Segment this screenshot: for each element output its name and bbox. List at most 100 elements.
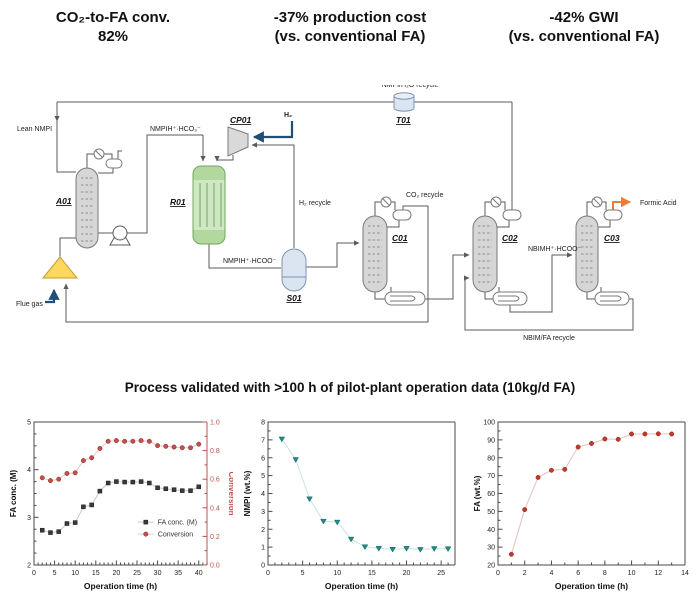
unit-cp01-compressor: [227, 126, 249, 157]
svg-text:10: 10: [333, 570, 341, 577]
svg-text:50: 50: [487, 509, 495, 516]
a01-reflux-drum: [105, 158, 123, 169]
svg-text:20: 20: [487, 563, 495, 570]
a01-trays: [81, 177, 93, 242]
svg-text:2: 2: [261, 527, 265, 534]
svg-text:6: 6: [261, 455, 265, 462]
svg-text:1.0: 1.0: [210, 420, 220, 427]
svg-text:20: 20: [403, 570, 411, 577]
series-FA conc. (M): [39, 479, 202, 535]
svg-text:Operation time (h): Operation time (h): [84, 581, 157, 591]
svg-text:14: 14: [681, 570, 689, 577]
metric-production-cost: -37% production cost (vs. conventional F…: [230, 8, 470, 46]
pipe-c03-reboiler: [586, 287, 602, 300]
flue-gas-blower-icon: [41, 256, 79, 279]
svg-text:35: 35: [174, 570, 182, 577]
svg-text:10: 10: [628, 570, 636, 577]
label-c03: C03: [604, 233, 620, 243]
c03-trays: [581, 225, 593, 283]
svg-text:30: 30: [154, 570, 162, 577]
svg-text:FA conc. (M): FA conc. (M): [158, 520, 197, 527]
svg-text:3: 3: [27, 515, 31, 522]
label-r01: R01: [170, 197, 186, 207]
pipe-c01-overhead: [374, 201, 400, 228]
c01-reflux-drum: [392, 209, 412, 221]
label-cp01: CP01: [230, 115, 252, 125]
unit-c02-column: [472, 196, 528, 306]
label-co2-recycle: CO₂ recycle: [406, 192, 443, 199]
c03-reflux-drum: [603, 209, 623, 221]
pump-icon: [109, 225, 131, 246]
c02-reboiler-icon: [492, 291, 528, 306]
svg-text:0.2: 0.2: [210, 534, 220, 541]
svg-text:70: 70: [487, 473, 495, 480]
svg-text:40: 40: [195, 570, 203, 577]
chart-nmpi-wt: 0 5 10 15 20 25 0 1 2 3 4 5 6 7 8 NMPI (wt.%) Operation …: [243, 420, 456, 591]
svg-text:12: 12: [654, 570, 662, 577]
svg-text:4: 4: [27, 467, 31, 474]
svg-text:3: 3: [261, 509, 265, 516]
svg-text:60: 60: [487, 491, 495, 498]
unit-t01-tank: [393, 92, 415, 112]
r01-tubes: [199, 183, 222, 227]
c02-reflux-drum: [502, 209, 522, 221]
svg-text:Conversion: Conversion: [158, 532, 194, 539]
validation-title: Process validated with >100 h of pilot-p…: [124, 380, 576, 395]
unit-s01-separator: [281, 248, 307, 292]
pipe-flue-gas: [45, 288, 60, 304]
svg-text:0: 0: [32, 570, 36, 577]
label-c01: C01: [392, 233, 408, 243]
c03-reboiler-icon: [594, 291, 630, 306]
chart-fa-conc-conversion: 0 5 10 15 20 25 30 35 40 2 3 4 5 FA conc. (M) 0.0 0.2 0.…: [9, 420, 233, 592]
metric-gwi: -42% GWI (vs. conventional FA): [464, 8, 700, 46]
svg-text:7: 7: [261, 437, 265, 444]
pipe-c02-bottoms: [484, 255, 572, 313]
metric-gwi-value: -42% GWI: [549, 9, 619, 26]
label-formic-acid: Formic Acid: [640, 200, 677, 207]
svg-text:15: 15: [92, 570, 100, 577]
metric-conversion: CO₂-to-FA conv. 82%: [13, 8, 213, 46]
unit-a01-absorber: [75, 148, 123, 249]
svg-text:2: 2: [523, 570, 527, 577]
label-s01: S01: [286, 293, 301, 303]
svg-text:0: 0: [261, 563, 265, 570]
svg-text:FA (wt.%): FA (wt.%): [473, 475, 482, 511]
svg-text:90: 90: [487, 437, 495, 444]
svg-text:Conversion: Conversion: [227, 471, 233, 515]
svg-text:5: 5: [261, 473, 265, 480]
pipe-a01-reflux: [98, 150, 122, 174]
pipe-lean-nmpi: [56, 120, 76, 173]
metric-gwi-basis: (vs. conventional FA): [508, 28, 660, 45]
metric-conversion-title: CO₂-to-FA conv.: [55, 9, 171, 26]
c01-trays: [368, 225, 382, 283]
label-t01: T01: [396, 115, 411, 125]
svg-text:8: 8: [261, 420, 265, 427]
svg-text:Operation time (h): Operation time (h): [555, 581, 628, 591]
svg-text:8: 8: [603, 570, 607, 577]
label-bicarbonate: NMPIH⁺·HCO₃⁻: [150, 126, 201, 133]
svg-text:Operation time (h): Operation time (h): [325, 581, 398, 591]
label-formate: NMPIH⁺·HCOO⁻: [223, 258, 277, 265]
c02-trays: [478, 225, 492, 283]
pipe-nbim-fa-return: [464, 275, 470, 282]
process-flow-diagram: Lean NMPI Flue gas NMPIH⁺·HCO₃⁻ H₂ H₂ re…: [16, 85, 677, 342]
label-flue-gas: Flue gas: [16, 301, 43, 308]
svg-text:1: 1: [261, 545, 265, 552]
unit-c01-column: [362, 196, 426, 306]
label-nbim-formate: NBIMH⁺·HCOO⁻: [528, 246, 582, 253]
pipe-c02-overhead-loop: [484, 201, 510, 228]
pipe-rich-solvent: [98, 134, 203, 234]
pipe-nbim-fa-recycle: [464, 281, 634, 331]
svg-text:0: 0: [496, 570, 500, 577]
label-a01: A01: [55, 196, 72, 206]
pipe-blower-to-a01: [59, 237, 76, 257]
label-lean-nmpi: Lean NMPI: [17, 126, 52, 133]
pipe-s01-to-c01: [306, 240, 360, 268]
svg-text:FA conc. (M): FA conc. (M): [9, 470, 18, 518]
unit-r01-reactor: [192, 165, 226, 245]
label-h2: H₂: [284, 112, 292, 119]
svg-text:0.4: 0.4: [210, 505, 220, 512]
svg-text:5: 5: [53, 570, 57, 577]
unit-c03-column: [575, 196, 630, 306]
